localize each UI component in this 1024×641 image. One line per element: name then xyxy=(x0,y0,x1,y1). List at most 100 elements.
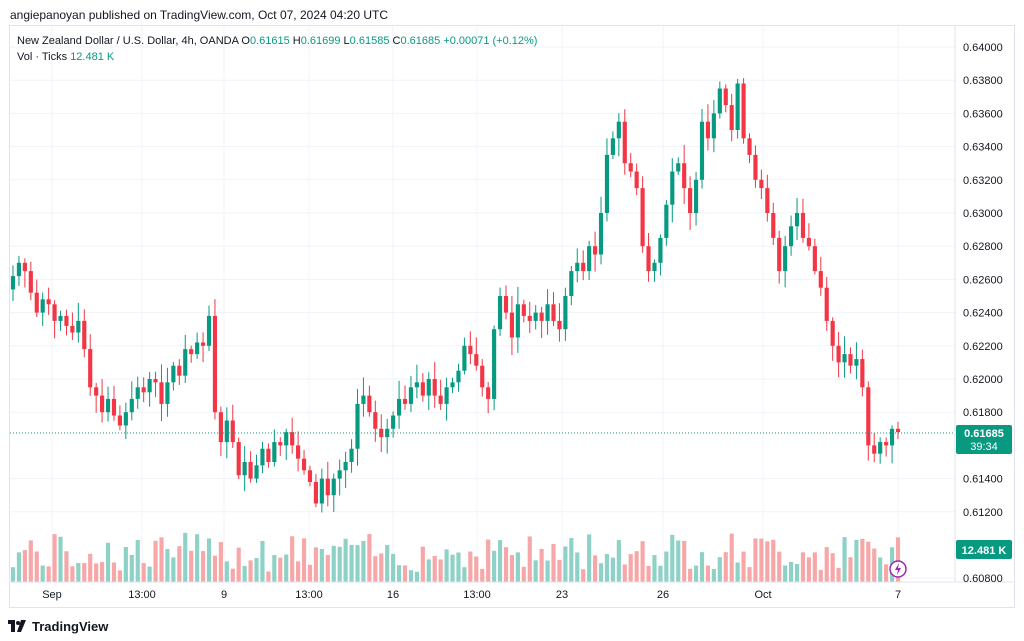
volume-bar xyxy=(236,547,241,582)
price-tick-label: 0.63400 xyxy=(963,142,1003,154)
volume-bar xyxy=(177,546,182,582)
chart-legend: New Zealand Dollar / U.S. Dollar, 4h, OA… xyxy=(17,33,537,65)
candle-body xyxy=(895,428,901,433)
candle-body xyxy=(628,163,633,172)
candle-body xyxy=(278,442,283,446)
volume-bar xyxy=(129,554,134,582)
volume-bar xyxy=(325,554,330,582)
candle-body xyxy=(581,262,586,272)
candle-body xyxy=(830,320,835,346)
candle-body xyxy=(88,349,93,388)
time-axis[interactable]: Sep 13:00 9 13:00 16 13:00 23 26 Oct 7 xyxy=(42,589,901,601)
volume-bar xyxy=(771,539,776,582)
legend-symbol[interactable]: New Zealand Dollar / U.S. Dollar, 4h, OA… xyxy=(17,35,239,47)
time-tick-label: 7 xyxy=(895,589,901,601)
chart-frame[interactable] xyxy=(9,25,1015,608)
candle-body xyxy=(52,304,57,321)
volume-bar xyxy=(717,557,722,582)
volume-bar xyxy=(367,534,372,582)
volume-bar xyxy=(52,534,57,582)
volume-bar xyxy=(135,540,140,582)
candle-body xyxy=(105,398,111,413)
volume-badge: 12.481 K xyxy=(956,540,1012,559)
volume-bar xyxy=(509,554,515,582)
candle-body xyxy=(16,262,22,277)
candle-body xyxy=(741,83,746,139)
volume-bar xyxy=(408,570,414,582)
volume-bar xyxy=(141,563,146,582)
candle-body xyxy=(503,296,509,313)
candle-body xyxy=(444,387,449,404)
volume-bar xyxy=(450,554,455,582)
volume-bar xyxy=(581,569,586,582)
candle-body xyxy=(70,325,75,333)
volume-bar xyxy=(539,548,544,582)
candle-body xyxy=(598,213,604,255)
volume-bar xyxy=(854,539,859,582)
volume-bar xyxy=(646,565,651,582)
volume-bar xyxy=(622,564,627,582)
time-tick-label: 26 xyxy=(657,589,669,601)
volume-bar xyxy=(575,552,580,582)
candle-body xyxy=(284,432,289,446)
candle-body xyxy=(759,179,764,189)
footer-brand[interactable]: TradingView xyxy=(8,616,108,636)
candle-body xyxy=(545,304,550,321)
price-axis[interactable]: 0.64000 0.63800 0.63600 0.63400 0.63200 0.630… xyxy=(963,42,1003,585)
volume-bar xyxy=(895,537,901,582)
volume-bar xyxy=(432,555,437,582)
legend-open-label: O xyxy=(241,35,250,47)
volume-bar xyxy=(545,560,550,582)
candle-body xyxy=(884,442,889,446)
candle-body xyxy=(224,420,229,443)
volume-bar xyxy=(557,559,562,582)
candle-body xyxy=(117,415,122,426)
candle-body xyxy=(319,478,324,504)
volume-bar xyxy=(230,568,235,582)
volume-bar xyxy=(10,567,16,582)
volume-bar xyxy=(830,553,835,582)
volume-bar xyxy=(664,551,669,582)
candle-body xyxy=(575,262,580,272)
volume-bar xyxy=(884,564,889,582)
volume-bar xyxy=(444,549,449,582)
candle-body xyxy=(682,163,687,189)
volume-bar xyxy=(40,565,45,582)
candle-body xyxy=(402,398,408,404)
time-tick-label: Sep xyxy=(42,589,62,601)
candle-body xyxy=(272,442,277,462)
candle-body xyxy=(800,213,806,238)
volume-bar xyxy=(70,566,75,582)
legend-volume-label[interactable]: Vol · Ticks xyxy=(17,51,68,63)
volume-bar xyxy=(123,547,128,582)
volume-bar xyxy=(391,553,396,582)
tradingview-logo-icon xyxy=(8,620,26,632)
volume-bar xyxy=(806,557,811,582)
candle-body xyxy=(147,379,152,393)
volume-bar xyxy=(527,536,532,582)
candle-body xyxy=(129,398,134,413)
volume-bar xyxy=(58,536,63,582)
lightning-icon[interactable] xyxy=(889,560,907,578)
candle-body xyxy=(515,304,520,338)
price-tick-label: 0.62600 xyxy=(963,274,1003,286)
candle-body xyxy=(705,121,711,139)
volume-bar xyxy=(711,568,716,582)
candle-body xyxy=(337,470,342,479)
candle-body xyxy=(206,315,212,346)
candle-body xyxy=(777,237,782,272)
legend-open-value: 0.61615 xyxy=(249,35,290,47)
candle-body xyxy=(331,478,336,496)
volume-bar xyxy=(569,538,574,582)
volume-bar xyxy=(385,545,390,582)
volume-bar xyxy=(361,540,366,582)
volume-bar xyxy=(218,542,223,582)
candle-body xyxy=(866,387,871,446)
candle-body xyxy=(34,292,39,313)
volume-bar xyxy=(503,547,509,582)
candle-body xyxy=(361,395,366,404)
legend-volume-row: Vol · Ticks 12.481 K xyxy=(17,49,537,65)
candle-body xyxy=(587,246,592,272)
candle-body xyxy=(664,204,669,238)
